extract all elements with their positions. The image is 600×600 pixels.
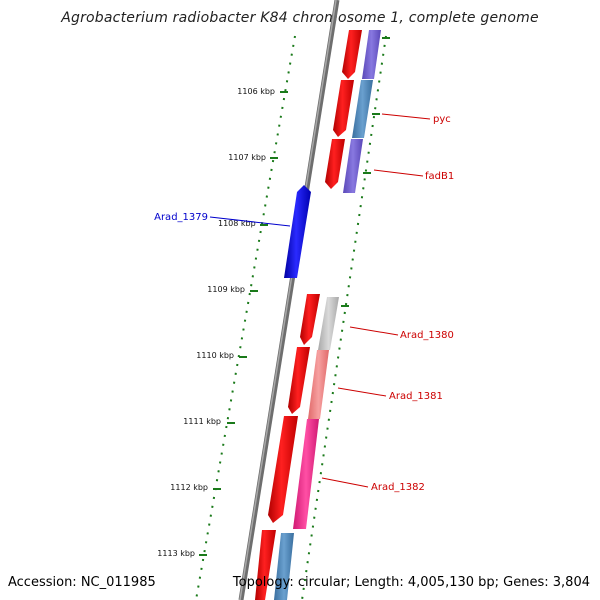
cog-bar bbox=[293, 419, 319, 529]
inner-tick-ring bbox=[195, 35, 296, 600]
tick-label: 1111 kbp bbox=[183, 417, 221, 426]
tick-label: 1110 kbp bbox=[196, 351, 234, 360]
tick-label: 1106 kbp bbox=[237, 87, 275, 96]
tick-label: 1112 kbp bbox=[170, 483, 208, 492]
cds-arrow bbox=[268, 416, 298, 523]
accession-text: Accession: NC_011985 bbox=[8, 575, 156, 590]
kbp-ticks bbox=[199, 91, 288, 556]
cog-bars bbox=[274, 30, 381, 600]
cog-bar bbox=[318, 297, 339, 350]
gene-label-arad-1379[interactable]: Arad_1379 bbox=[154, 212, 208, 223]
cds-arrow bbox=[333, 80, 354, 137]
gene-label-arad-1381[interactable]: Arad_1381 bbox=[389, 391, 443, 402]
label-leaders bbox=[209, 113, 431, 488]
cog-bar bbox=[274, 533, 294, 600]
cds-arrow bbox=[300, 294, 320, 345]
tick-label: 1108 kbp bbox=[218, 219, 256, 228]
gene-label-pyc[interactable]: pyc bbox=[433, 114, 451, 125]
map-title: Agrobacterium radiobacter K84 chromosome… bbox=[61, 10, 539, 26]
cds-arrow bbox=[325, 139, 345, 189]
gene-label-arad-1382[interactable]: Arad_1382 bbox=[371, 482, 425, 493]
cds-arrow bbox=[255, 530, 276, 600]
tick-label: 1109 kbp bbox=[207, 285, 245, 294]
cds-arrow bbox=[288, 347, 310, 414]
tick-label: 1107 kbp bbox=[228, 153, 266, 162]
cog-bar bbox=[343, 139, 363, 193]
topology-text: Topology: circular; Length: 4,005,130 bp… bbox=[232, 575, 590, 590]
cds-forward-track bbox=[255, 30, 362, 600]
genome-backbone bbox=[238, 0, 340, 600]
gene-label-arad-1380[interactable]: Arad_1380 bbox=[400, 330, 454, 341]
cds-arrow bbox=[342, 30, 362, 79]
tick-label: 1113 kbp bbox=[157, 549, 195, 558]
cog-bar bbox=[308, 350, 329, 419]
cds-arrow-reverse bbox=[284, 185, 311, 278]
kbp-labels: 1106 kbp 1107 kbp 1108 kbp 1109 kbp 1110… bbox=[157, 87, 275, 558]
cog-bar bbox=[362, 30, 381, 79]
gene-labels: pyc fadB1 Arad_1379 Arad_1380 Arad_1381 … bbox=[154, 114, 454, 493]
cog-bar bbox=[352, 80, 373, 138]
outer-ticks bbox=[341, 37, 390, 307]
gene-label-fadb1[interactable]: fadB1 bbox=[425, 171, 454, 182]
